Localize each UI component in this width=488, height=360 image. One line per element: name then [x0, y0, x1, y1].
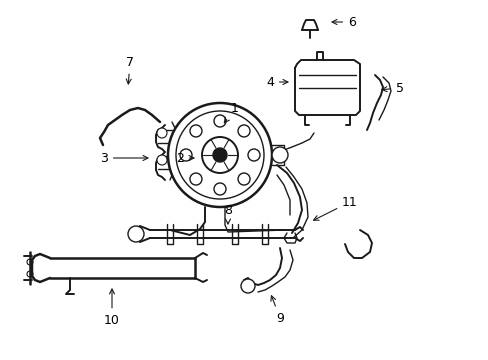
Circle shape [128, 226, 143, 242]
Circle shape [168, 103, 271, 207]
Circle shape [214, 183, 225, 195]
Circle shape [189, 173, 202, 185]
Text: 8: 8 [224, 203, 231, 224]
Text: 7: 7 [126, 55, 134, 84]
Text: 1: 1 [224, 102, 239, 123]
Circle shape [214, 115, 225, 127]
Text: 5: 5 [381, 81, 403, 94]
Text: 3: 3 [100, 152, 148, 165]
Circle shape [157, 128, 167, 138]
Circle shape [202, 137, 238, 173]
Text: 4: 4 [265, 76, 287, 89]
Circle shape [213, 148, 226, 162]
Text: 11: 11 [313, 195, 357, 220]
Circle shape [271, 147, 287, 163]
Circle shape [238, 125, 249, 137]
Text: 6: 6 [331, 15, 355, 28]
Text: 2: 2 [176, 152, 194, 165]
Circle shape [247, 149, 260, 161]
Circle shape [176, 111, 264, 199]
Text: 9: 9 [270, 296, 284, 324]
Circle shape [189, 125, 202, 137]
Text: 10: 10 [104, 289, 120, 327]
Circle shape [180, 149, 192, 161]
Circle shape [157, 155, 167, 165]
Circle shape [238, 173, 249, 185]
Circle shape [241, 279, 254, 293]
